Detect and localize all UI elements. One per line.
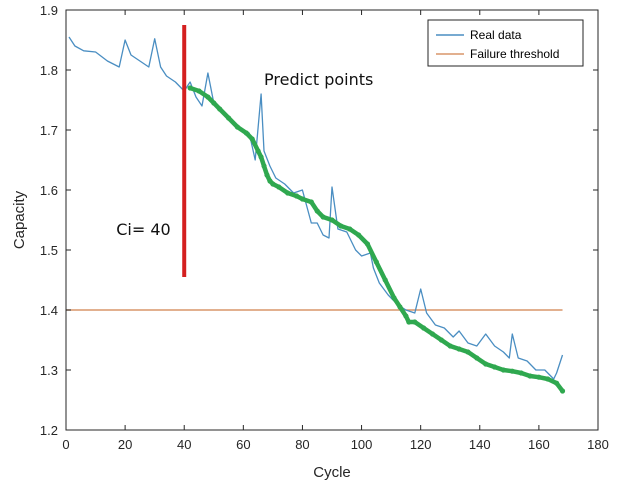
- x-tick-label: 0: [62, 437, 69, 452]
- x-tick-label: 80: [295, 437, 309, 452]
- predict-point: [474, 355, 480, 361]
- legend: Real data Failure threshold: [427, 19, 584, 67]
- predict-point: [406, 319, 412, 325]
- predict-point: [299, 196, 306, 202]
- predict-point: [211, 100, 217, 106]
- y-tick-label: 1.4: [40, 303, 58, 318]
- predict-point: [364, 241, 371, 247]
- predict-point: [447, 343, 453, 349]
- y-tick-label: 1.6: [40, 183, 58, 198]
- predict-point: [483, 361, 489, 367]
- legend-box: [427, 19, 584, 67]
- predict-point: [264, 172, 270, 178]
- plot-area: [66, 10, 598, 430]
- annotation-text: Ci= 40: [116, 220, 170, 239]
- predict-point: [456, 346, 462, 352]
- predict-point: [438, 337, 444, 343]
- x-tick-label: 140: [469, 437, 491, 452]
- predict-point: [293, 193, 300, 199]
- predict-point: [261, 163, 267, 169]
- predict-point: [545, 376, 551, 382]
- x-tick-label: 160: [528, 437, 550, 452]
- predict-point: [465, 349, 471, 355]
- predict-point: [403, 313, 409, 319]
- predict-point: [500, 367, 507, 373]
- axes: 0 20 40 60 80 100 120 140 160 180 1.2 1.3 1.4 1.5 1.6 1…: [11, 3, 609, 481]
- predict-point: [429, 331, 436, 337]
- predict-point: [320, 214, 326, 220]
- predict-point: [234, 124, 241, 130]
- x-tick-label: 20: [118, 437, 132, 452]
- x-tick-label: 40: [177, 437, 191, 452]
- y-tick-label: 1.7: [40, 123, 58, 138]
- predict-point: [527, 373, 533, 379]
- y-tick-label: 1.9: [40, 3, 58, 18]
- x-tick-label: 100: [351, 437, 373, 452]
- y-tick-label: 1.2: [40, 423, 58, 438]
- x-tick-label: 180: [587, 437, 609, 452]
- annotations: Predict points Ci= 40: [116, 70, 373, 239]
- predict-point: [536, 374, 542, 380]
- predict-point: [373, 259, 379, 265]
- predict-point: [276, 184, 282, 190]
- y-axis-label: Capacity: [11, 190, 28, 249]
- predict-point: [347, 226, 353, 232]
- predict-point: [255, 148, 261, 154]
- predict-point: [518, 370, 524, 376]
- legend-label: Failure threshold: [470, 47, 559, 61]
- predict-point: [509, 368, 515, 374]
- legend-label: Real data: [470, 28, 522, 42]
- predict-point: [270, 181, 276, 187]
- predict-point: [187, 85, 193, 91]
- predict-point: [491, 364, 498, 370]
- predict-point: [338, 223, 344, 229]
- y-tick-label: 1.8: [40, 63, 58, 78]
- predict-point: [421, 325, 427, 331]
- predict-point: [258, 154, 264, 160]
- predict-point: [412, 319, 418, 325]
- predict-point: [249, 136, 255, 142]
- predict-point: [382, 277, 388, 283]
- predict-point: [205, 94, 211, 100]
- real-data-line: [68, 36, 564, 380]
- predict-point: [285, 190, 291, 196]
- predict-point: [308, 199, 314, 205]
- x-axis-label: Cycle: [313, 464, 351, 481]
- y-tick-label: 1.3: [40, 363, 58, 378]
- predict-point: [559, 388, 566, 394]
- predict-point: [554, 380, 560, 386]
- predict-point: [225, 115, 232, 121]
- predict-point: [243, 130, 249, 136]
- annotation-text: Predict points: [264, 70, 373, 89]
- predict-point: [391, 295, 397, 301]
- predict-point: [356, 232, 362, 238]
- y-tick-label: 1.5: [40, 243, 58, 258]
- predict-point: [196, 88, 202, 94]
- predict-point: [329, 217, 335, 223]
- predict-point: [397, 304, 403, 310]
- predict-point: [314, 208, 320, 214]
- x-tick-label: 60: [236, 437, 250, 452]
- predict-point: [217, 106, 223, 112]
- axes-frame: [65, 9, 599, 431]
- x-tick-label: 120: [410, 437, 432, 452]
